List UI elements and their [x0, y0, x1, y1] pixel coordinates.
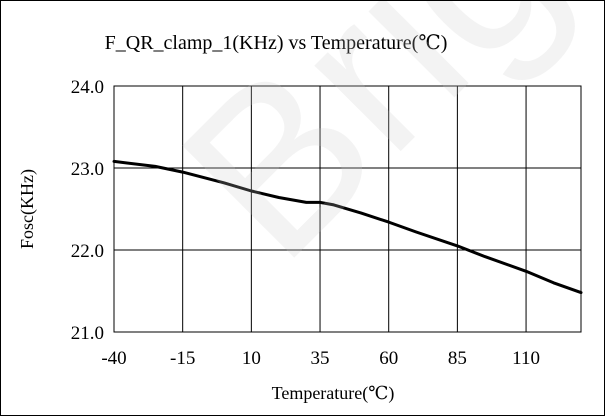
x-tick-label: -40 [101, 348, 126, 369]
x-axis-label: Temperature(℃) [272, 383, 395, 404]
series-layer [112, 159, 583, 295]
y-tick-labels: 21.0 22.0 23.0 24.0 [71, 77, 104, 344]
y-tick-label: 24.0 [71, 77, 104, 98]
chart-title: F_QR_clamp_1(KHz) vs Temperature(℃) [105, 32, 448, 54]
x-tick-label: 110 [512, 348, 540, 369]
x-tick-label: 60 [379, 348, 398, 369]
x-tick-label: 35 [311, 348, 330, 369]
x-tick-label: -15 [170, 348, 195, 369]
y-axis-label: Fosc(KHz) [17, 169, 38, 249]
y-tick-label: 22.0 [71, 241, 104, 262]
x-tick-label: 10 [242, 348, 261, 369]
y-tick-label: 23.0 [71, 159, 104, 180]
y-tick-label: 21.0 [71, 323, 104, 344]
plot-area [113, 85, 582, 333]
x-tick-label: 85 [448, 348, 467, 369]
series-line [112, 159, 583, 295]
x-tick-labels: -40 -15 10 35 60 85 110 [101, 348, 540, 369]
